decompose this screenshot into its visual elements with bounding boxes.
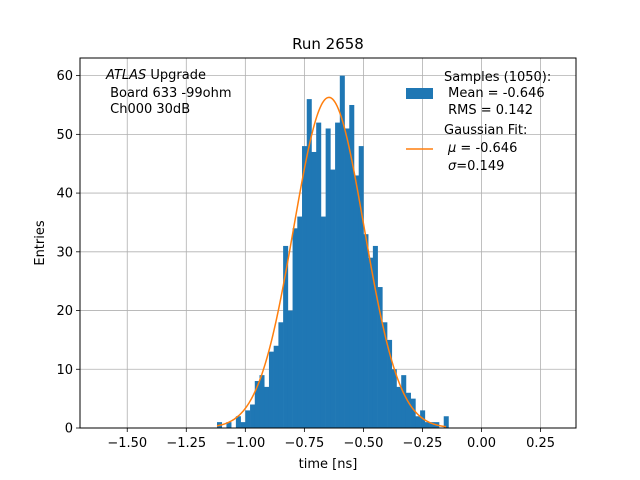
histogram-bar [226,422,232,428]
histogram-bar [250,404,256,428]
annotation-line-3: Ch000 30dB [106,102,190,117]
x-tick-label: −0.50 [344,436,384,451]
gaussian-fit-curve [216,96,447,428]
histogram-bar [396,386,402,428]
x-tick-label: −1.25 [166,436,206,451]
x-tick-label: 0.00 [467,436,496,451]
histogram-bar [311,151,317,428]
y-tick-label: 0 [65,422,73,437]
atlas-label: ATLAS [105,68,146,83]
y-axis-label: Entries [33,220,48,266]
histogram-bar [415,416,421,428]
sigma-symbol: σ [448,159,457,174]
legend-samples-swatch [406,88,433,99]
x-axis-ticks: −1.50 −1.25 −1.00 −0.75 −0.50 −0.25 0.00 0.25 [107,428,555,451]
histogram-bar [424,422,430,428]
histogram-bars [216,75,449,429]
x-tick-label: −0.25 [403,436,443,451]
x-tick-label: −0.75 [284,436,324,451]
histogram-bar [325,128,331,428]
histogram-bar [372,245,378,428]
histogram-bar [273,345,279,428]
upgrade-label: Upgrade [146,68,206,83]
x-tick-label: −1.50 [107,436,147,451]
y-tick-label: 40 [56,187,73,202]
histogram-bar [306,99,312,428]
legend-samples-line-2: Mean = -0.646 [444,86,545,101]
histogram-bar [278,322,284,428]
y-axis-ticks: 0 10 20 30 40 50 60 [56,69,80,437]
histogram-bar [401,375,407,428]
mu-value: = -0.646 [456,141,517,156]
histogram-bar [429,422,435,428]
histogram-bar [353,175,360,428]
histogram-bar [264,386,270,428]
y-tick-label: 10 [56,363,73,378]
histogram-bar [287,310,293,428]
histogram-bar [259,375,265,428]
histogram-bar [387,339,393,428]
legend-samples-line-3: RMS = 0.142 [444,103,533,118]
histogram-bar [339,75,345,428]
histogram-bar [391,369,397,428]
chart-title: Run 2658 [292,35,364,53]
sigma-value: =0.149 [456,159,504,174]
histogram-bar [363,234,369,428]
histogram-bar [254,381,260,428]
histogram-bar [240,422,246,428]
histogram-bar [292,228,298,428]
histogram-bar [344,128,350,428]
histogram-bar [349,104,355,428]
mu-symbol: μ [447,141,456,156]
histogram-bar [297,216,303,428]
annotation-line-1: ATLAS Upgrade [105,68,206,83]
histogram-bar [368,257,374,428]
histogram-bar [302,146,308,428]
plot-frame [79,57,577,429]
histogram-bar [235,416,241,428]
histogram-bar [377,287,383,428]
x-axis-label: time [ns] [299,457,358,472]
x-tick-label: 0.25 [526,436,555,451]
legend: Samples (1050): Mean = -0.646 RMS = 0.14… [406,70,551,174]
gaussian-fit [216,96,447,428]
legend-fit-line-1: Gaussian Fit: [444,123,527,138]
histogram-bar [245,410,251,428]
histogram-bar [410,398,416,428]
histogram-bar [382,322,388,428]
histogram-bar [443,416,449,428]
histogram-bar [320,216,326,428]
legend-fit-line-2: μ = -0.646 [447,141,517,156]
legend-fit-line-3: σ=0.149 [448,159,504,174]
annotation-line-2: Board 633 -99ohm [106,86,232,101]
legend-samples-line-1: Samples (1050): [444,70,551,85]
histogram-bar [335,122,341,428]
histogram-bar [405,392,411,428]
histogram-bar [316,122,322,428]
y-tick-label: 60 [56,69,73,84]
histogram-bar [268,351,274,428]
y-tick-label: 50 [56,128,73,143]
annotation: ATLAS Upgrade Board 633 -99ohm Ch000 30d… [105,68,232,117]
histogram-bar [330,169,336,429]
y-tick-label: 20 [56,304,73,319]
histogram-bar [283,245,289,428]
x-tick-label: −1.00 [225,436,265,451]
histogram-bar [358,146,364,428]
y-tick-label: 30 [56,245,73,260]
